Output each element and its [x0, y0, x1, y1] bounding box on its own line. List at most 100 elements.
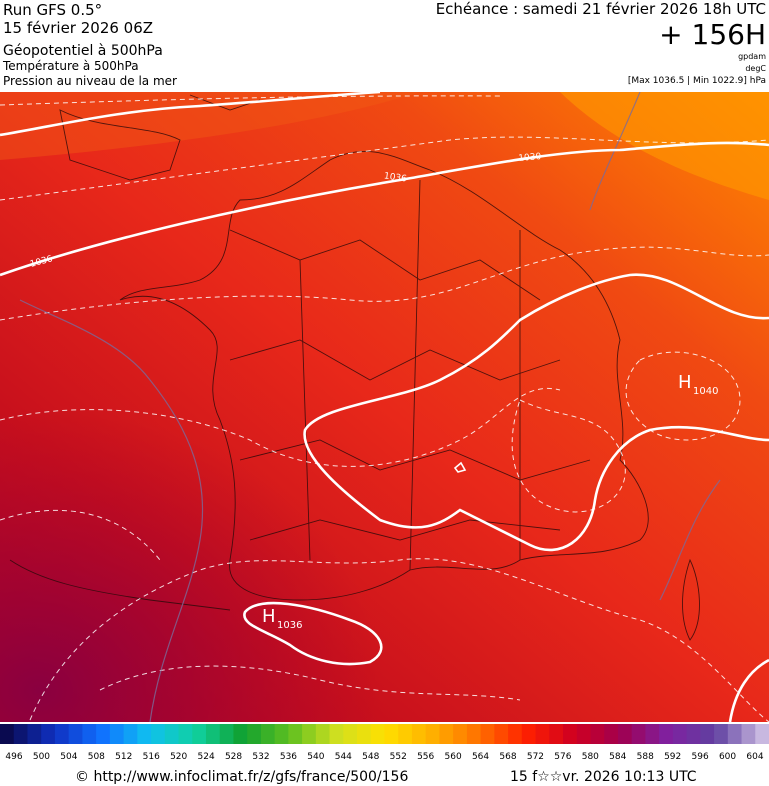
colorbar-tick-label: 604 [746, 752, 763, 762]
colorbar-tick-label: 500 [33, 752, 50, 762]
field-label: Température à 500hPa [2, 59, 139, 73]
colorbar-tick-label: 512 [115, 752, 132, 762]
colorbar-swatch [727, 724, 743, 744]
colorbar-swatch [686, 724, 701, 744]
colorbar-tick-label: 536 [280, 752, 297, 762]
colorbar-swatch [617, 724, 633, 744]
colorbar-tick-label: 588 [637, 752, 654, 762]
colorbar-swatch [343, 724, 358, 744]
colorbar-tick-label: 548 [362, 752, 379, 762]
colorbar-swatch [714, 724, 729, 744]
high-value: 1036 [277, 620, 302, 631]
source: © http://www.infoclimat.fr/z/gfs/france/… [75, 769, 408, 785]
colorbar-swatch [631, 724, 646, 744]
colorbar-swatch [590, 724, 605, 744]
colorbar-tick-label: 596 [692, 752, 709, 762]
colorbar-tick-label: 504 [60, 752, 77, 762]
colorbar-swatch [645, 724, 660, 744]
colorbar-swatch [370, 724, 385, 744]
colorbar-swatch [178, 724, 193, 744]
isobar-label: 1030 [518, 152, 542, 164]
colorbar-tick-label: 592 [664, 752, 681, 762]
colorbar-swatch [384, 724, 399, 744]
run-label: Run GFS 0.5° [3, 1, 102, 19]
field-label: Pression au niveau de la mer [3, 74, 177, 88]
colorbar-swatch [755, 724, 769, 744]
colorbar-swatch [96, 724, 111, 744]
colorbar-tick-label: 520 [170, 752, 187, 762]
lead-time: + 156H [659, 18, 766, 51]
colorbar-swatch [535, 724, 550, 744]
colorbar-swatch [439, 724, 454, 744]
isobar-label: 1036 [383, 171, 407, 184]
colorbar-swatch [233, 724, 248, 744]
colorbar: 496 500 504 508 512 516 520 524 528 532 536 540 544 5… [0, 724, 769, 762]
colorbar-swatch [192, 724, 207, 744]
colorbar-swatch [659, 724, 674, 744]
run-date: 15 février 2026 06Z [3, 19, 153, 37]
colorbar-tick-label: 556 [417, 752, 434, 762]
colorbar-swatch [480, 724, 495, 744]
colorbar-swatch [27, 724, 42, 744]
colorbar-swatch [563, 724, 578, 744]
valid-time: Echéance : samedi 21 février 2026 18h UT… [436, 0, 766, 18]
colorbar-swatch [82, 724, 97, 744]
colorbar-tick-label: 580 [582, 752, 599, 762]
colorbar-tick-label: 544 [335, 752, 352, 762]
colorbar-swatch [219, 724, 234, 744]
colorbar-tick-label: 496 [5, 752, 22, 762]
colorbar-tick-label: 572 [527, 752, 544, 762]
colorbar-tick-label: 552 [390, 752, 407, 762]
colorbar-tick-label: 564 [472, 752, 489, 762]
timestamp: 15 f☆☆vr. 2026 10:13 UTC [510, 769, 697, 785]
colorbar-tick-label: 576 [554, 752, 571, 762]
colorbar-swatch [357, 724, 372, 744]
colorbar-swatch [164, 724, 180, 744]
colorbar-swatch [123, 724, 138, 744]
colorbar-swatch [288, 724, 303, 744]
colorbar-swatch [260, 724, 276, 744]
colorbar-swatch [329, 724, 344, 744]
colorbar-tick-label: 584 [609, 752, 626, 762]
colorbar-swatch [576, 724, 591, 744]
unit: degC [745, 64, 766, 73]
colorbar-swatch [425, 724, 440, 744]
colorbar-swatch [466, 724, 482, 744]
colorbar-swatch [13, 724, 28, 744]
colorbar-swatch [521, 724, 537, 744]
colorbar-swatch [54, 724, 70, 744]
colorbar-swatch [205, 724, 221, 744]
colorbar-swatch [247, 724, 262, 744]
colorbar-swatch [672, 724, 688, 744]
colorbar-swatch [302, 724, 317, 744]
colorbar-swatch [41, 724, 56, 744]
colorbar-swatch [508, 724, 523, 744]
colorbar-swatch [453, 724, 468, 744]
colorbar-tick-label: 540 [307, 752, 324, 762]
colorbar-tick-label: 600 [719, 752, 736, 762]
field-label: Géopotentiel à 500hPa [3, 43, 163, 59]
colorbar-swatch [151, 724, 166, 744]
colorbar-swatch [741, 724, 756, 744]
colorbar-tick-label: 560 [445, 752, 462, 762]
colorbar-swatch [700, 724, 715, 744]
colorbar-swatch [0, 724, 15, 744]
map [0, 92, 769, 722]
high-value: 1040 [693, 386, 718, 397]
colorbar-tick-label: 568 [499, 752, 516, 762]
colorbar-swatch [315, 724, 331, 744]
colorbar-tick-label: 508 [88, 752, 105, 762]
colorbar-swatch [137, 724, 152, 744]
unit: gpdam [738, 52, 766, 61]
colorbar-swatch [274, 724, 289, 744]
colorbar-swatch [494, 724, 509, 744]
colorbar-swatch [411, 724, 427, 744]
colorbar-tick-label: 524 [198, 752, 215, 762]
colorbar-swatch [398, 724, 413, 744]
colorbar-swatch [109, 724, 125, 744]
colorbar-tick-label: 516 [143, 752, 160, 762]
high-letter: H [678, 372, 692, 393]
colorbar-swatch [549, 724, 564, 744]
